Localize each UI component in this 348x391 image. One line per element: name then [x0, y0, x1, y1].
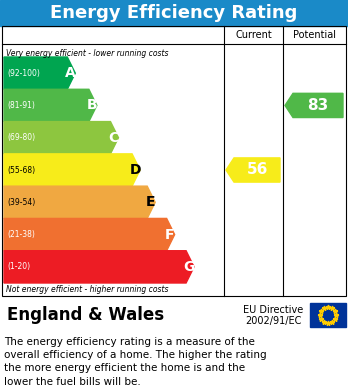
Bar — [310, 303, 346, 327]
Text: E: E — [145, 195, 155, 209]
Text: 56: 56 — [246, 163, 268, 178]
Text: (55-68): (55-68) — [7, 165, 35, 174]
Polygon shape — [226, 158, 280, 182]
Text: Potential: Potential — [293, 30, 336, 40]
Text: (21-38): (21-38) — [7, 230, 35, 239]
Text: B: B — [87, 99, 97, 113]
Text: F: F — [165, 228, 174, 242]
Text: EU Directive: EU Directive — [243, 305, 303, 315]
Text: 2002/91/EC: 2002/91/EC — [245, 316, 301, 326]
Bar — [0, 0, 348, 26]
Text: A: A — [65, 66, 76, 80]
Text: G: G — [183, 260, 195, 274]
Text: England & Wales: England & Wales — [7, 306, 164, 324]
Polygon shape — [4, 89, 97, 122]
Text: (92-100): (92-100) — [7, 69, 40, 78]
Text: 83: 83 — [307, 98, 329, 113]
Text: (1-20): (1-20) — [7, 262, 30, 271]
Text: The energy efficiency rating is a measure of the
overall efficiency of a home. T: The energy efficiency rating is a measur… — [4, 337, 267, 387]
Polygon shape — [285, 93, 343, 118]
Text: (39-54): (39-54) — [7, 198, 35, 207]
Polygon shape — [4, 251, 194, 283]
Bar — [2, 296, 346, 334]
Text: C: C — [108, 131, 119, 145]
Polygon shape — [4, 186, 155, 219]
Text: Current: Current — [235, 30, 272, 40]
Text: D: D — [129, 163, 141, 177]
Text: Very energy efficient - lower running costs: Very energy efficient - lower running co… — [6, 48, 168, 57]
Text: Energy Efficiency Rating: Energy Efficiency Rating — [50, 4, 298, 22]
Polygon shape — [4, 122, 118, 154]
Polygon shape — [4, 57, 75, 89]
Polygon shape — [4, 219, 175, 251]
Text: (81-91): (81-91) — [7, 101, 35, 110]
Bar — [2, 26, 346, 296]
Polygon shape — [4, 154, 140, 186]
Text: Not energy efficient - higher running costs: Not energy efficient - higher running co… — [6, 285, 168, 294]
Text: (69-80): (69-80) — [7, 133, 35, 142]
